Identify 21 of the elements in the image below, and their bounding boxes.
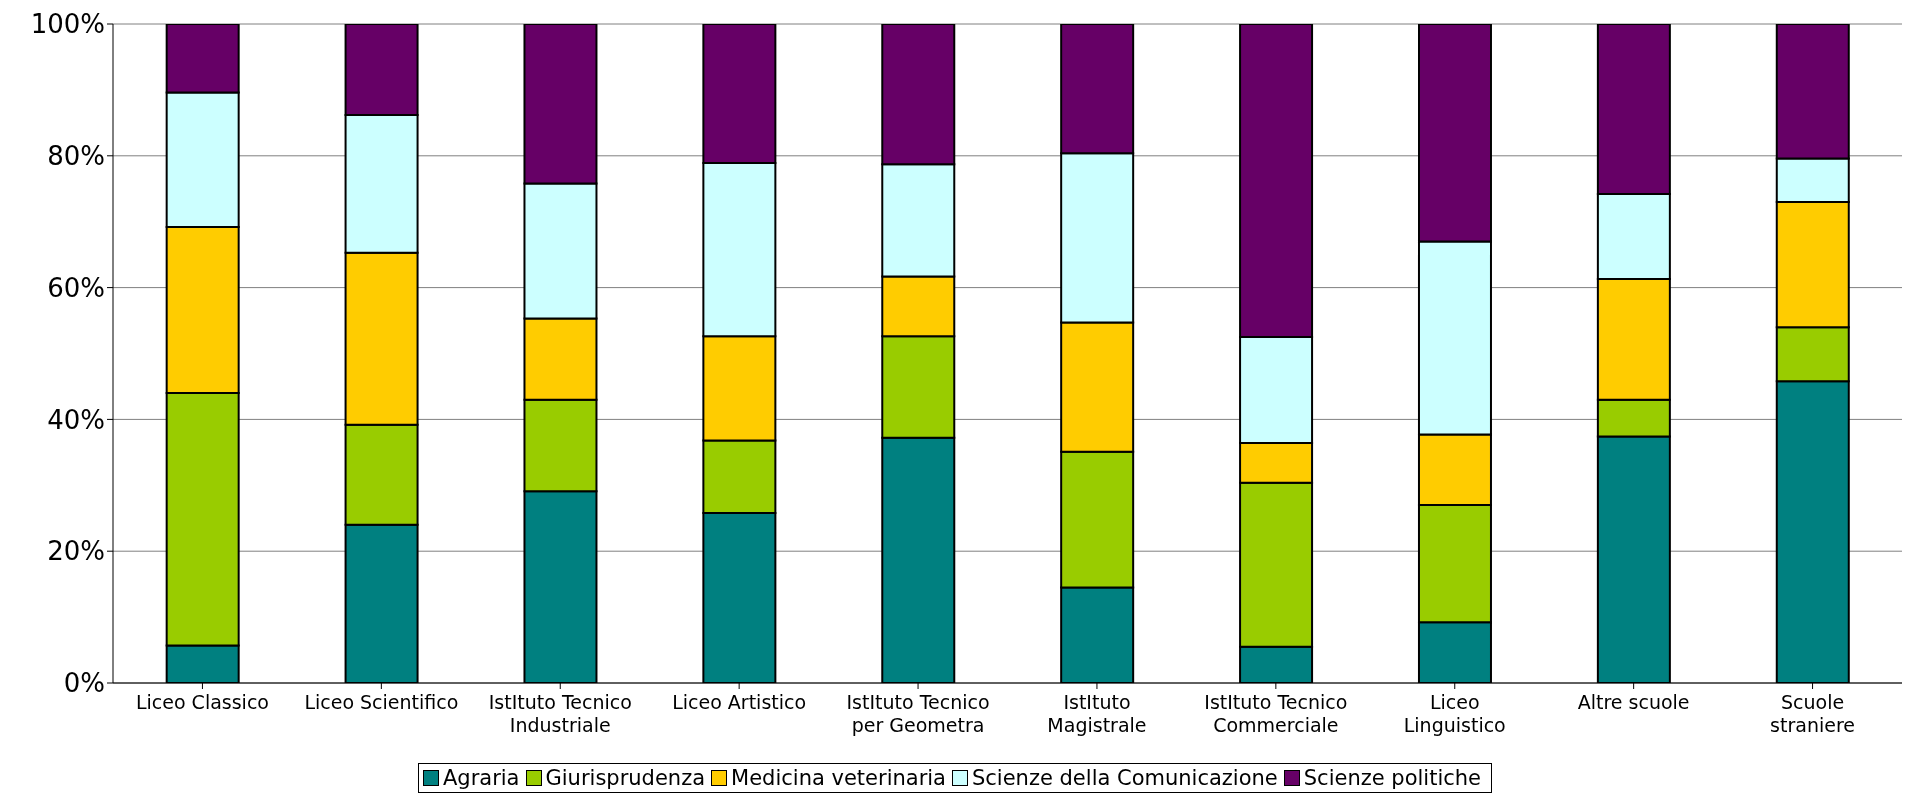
x-tick-label: IstItuto Tecnico per Geometra	[846, 691, 990, 736]
x-tick-label: Liceo Linguistico	[1403, 691, 1506, 736]
x-tick-label: IstItuto Magistrale	[1047, 691, 1147, 736]
x-tick-label: Scuole straniere	[1770, 691, 1855, 736]
y-tick-label: 100%	[30, 9, 105, 40]
x-tick-label: Altre scuole	[1577, 691, 1690, 713]
y-tick-label: 80%	[47, 141, 105, 172]
y-tick-label: 20%	[47, 536, 105, 567]
legend-label: Scienze della Comunicazione	[971, 766, 1278, 790]
legend-label: Agraria	[441, 766, 520, 790]
y-tick-label: 40%	[47, 404, 105, 435]
legend-label: Scienze politiche	[1302, 766, 1482, 790]
x-tick-label: Liceo Artistico	[672, 691, 807, 713]
x-tick-label: Liceo Classico	[135, 691, 269, 713]
legend-label: Giurisprudenza	[544, 766, 706, 790]
legend-label: Medicina veterinaria	[730, 766, 946, 790]
y-tick-label: 0%	[63, 668, 105, 699]
y-tick-label: 60%	[47, 272, 105, 303]
x-tick-label: Liceo Scientifico	[304, 691, 459, 713]
x-tick-label: IstItuto Tecnico Industriale	[488, 691, 632, 736]
x-tick-label: IstItuto Tecnico Commerciale	[1204, 691, 1348, 736]
